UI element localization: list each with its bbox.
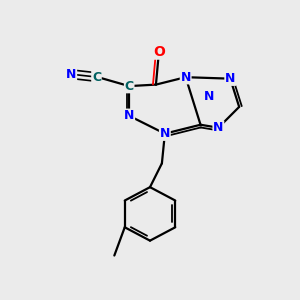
Text: N: N bbox=[124, 109, 134, 122]
Text: N: N bbox=[225, 72, 236, 85]
Text: C: C bbox=[92, 71, 101, 84]
Text: N: N bbox=[204, 90, 214, 103]
Text: N: N bbox=[66, 68, 76, 81]
Text: N: N bbox=[160, 127, 170, 140]
Text: C: C bbox=[124, 80, 134, 93]
Text: N: N bbox=[181, 71, 191, 84]
Text: N: N bbox=[213, 121, 224, 134]
Text: O: O bbox=[153, 45, 165, 59]
